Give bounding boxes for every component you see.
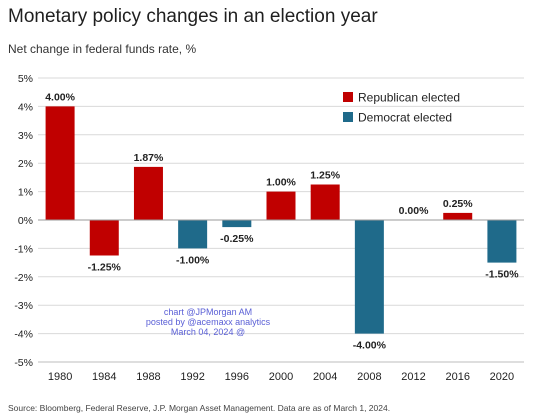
bar-2004 bbox=[310, 184, 340, 220]
chart-subtitle: Net change in federal funds rate, % bbox=[8, 42, 197, 56]
data-label-1988: 1.87% bbox=[134, 152, 164, 164]
bar-2020 bbox=[487, 220, 517, 263]
bar-1984 bbox=[89, 220, 119, 256]
data-label-2004: 1.25% bbox=[310, 170, 340, 182]
y-tick-label: -2% bbox=[14, 272, 33, 284]
watermark-line: posted by @acemaxx analytics bbox=[146, 317, 271, 327]
source-note: Source: Bloomberg, Federal Reserve, J.P.… bbox=[8, 403, 391, 413]
y-tick-label: -5% bbox=[14, 357, 33, 369]
bar-1996 bbox=[222, 220, 252, 228]
x-tick-label: 2020 bbox=[490, 371, 514, 383]
chart-title: Monetary policy changes in an election y… bbox=[8, 6, 378, 27]
data-labels: 4.00% -1.25% 1.87% -1.00% -0.25% 1.00% 1.25% -4… bbox=[45, 91, 519, 351]
legend-label: Republican elected bbox=[358, 91, 460, 105]
x-tick-label: 1996 bbox=[225, 371, 249, 383]
legend-swatch bbox=[343, 112, 353, 122]
x-axis-ticks: 1980 1984 1988 1992 1996 2000 2004 2008 2012 2016… bbox=[48, 371, 514, 383]
x-tick-label: 1992 bbox=[180, 371, 204, 383]
data-label-1992: -1.00% bbox=[176, 254, 210, 266]
watermark-line: March 04, 2024 @ bbox=[171, 327, 245, 337]
bar-2000 bbox=[266, 191, 296, 220]
x-tick-label: 1984 bbox=[92, 371, 116, 383]
x-tick-label: 2012 bbox=[401, 371, 425, 383]
bars bbox=[45, 106, 517, 334]
x-tick-label: 2008 bbox=[357, 371, 381, 383]
x-tick-label: 2004 bbox=[313, 371, 337, 383]
data-label-2012: 0.00% bbox=[399, 205, 429, 217]
data-label-2000: 1.00% bbox=[266, 177, 296, 189]
data-label-2016: 0.25% bbox=[443, 198, 473, 210]
bar-1988 bbox=[133, 166, 163, 220]
bar-2008 bbox=[354, 220, 384, 334]
y-tick-label: -1% bbox=[14, 243, 33, 255]
data-label-1984: -1.25% bbox=[88, 262, 122, 274]
legend-label: Democrat elected bbox=[358, 111, 452, 125]
bar-2016 bbox=[443, 212, 473, 220]
y-axis-ticks: 5% 4% 3% 2% 1% 0% -1% -2% -3% -4% -5% bbox=[14, 73, 33, 369]
y-tick-label: 3% bbox=[18, 130, 33, 142]
x-tick-label: 2016 bbox=[445, 371, 469, 383]
y-tick-label: 2% bbox=[18, 158, 33, 170]
y-tick-label: 5% bbox=[18, 73, 33, 85]
x-tick-label: 1988 bbox=[136, 371, 160, 383]
bar-1992 bbox=[178, 220, 208, 249]
bar-1980 bbox=[45, 106, 75, 220]
data-label-2020: -1.50% bbox=[485, 269, 519, 281]
data-label-2008: -4.00% bbox=[353, 340, 387, 352]
watermark-line: chart @JPMorgan AM bbox=[164, 307, 252, 317]
legend: Republican elected Democrat elected bbox=[343, 91, 460, 125]
legend-swatch bbox=[343, 92, 353, 102]
y-tick-label: 4% bbox=[18, 101, 33, 113]
data-label-1996: -0.25% bbox=[220, 233, 254, 245]
x-tick-label: 2000 bbox=[269, 371, 293, 383]
x-tick-label: 1980 bbox=[48, 371, 72, 383]
y-tick-label: 0% bbox=[18, 215, 33, 227]
y-tick-label: -3% bbox=[14, 300, 33, 312]
x-axis bbox=[38, 219, 524, 363]
y-tick-label: 1% bbox=[18, 187, 33, 199]
data-label-1980: 4.00% bbox=[45, 91, 75, 103]
y-tick-label: -4% bbox=[14, 329, 33, 341]
